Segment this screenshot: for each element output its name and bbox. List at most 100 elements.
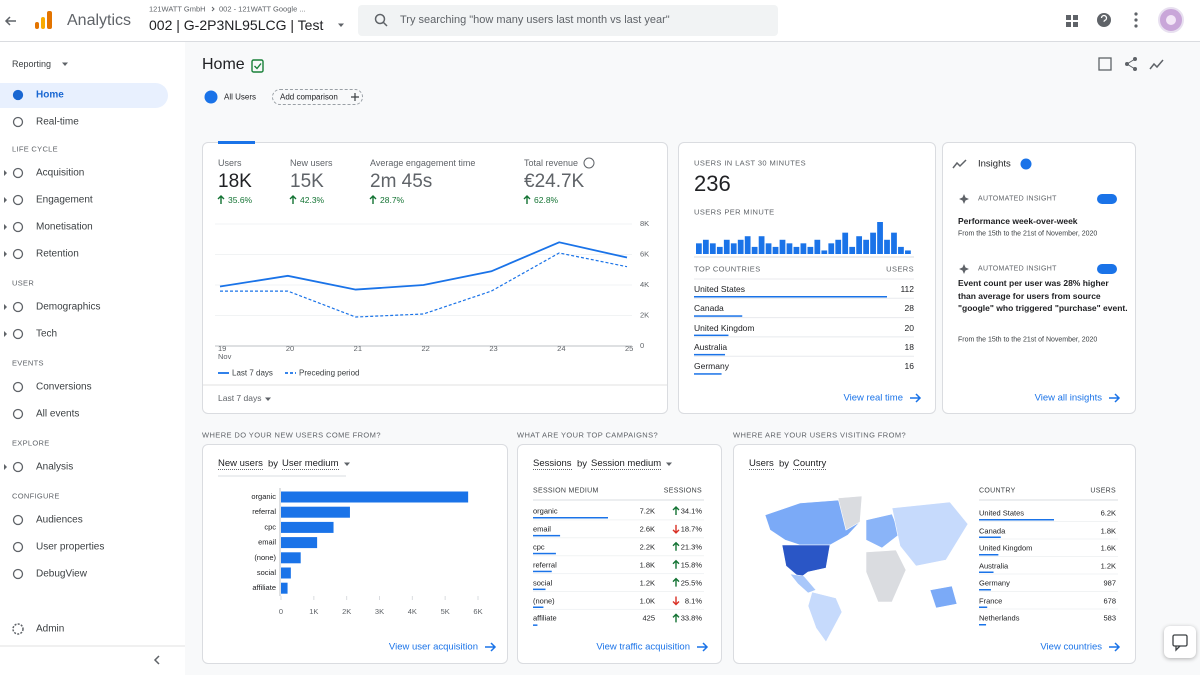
metric-value: 15K [290,171,324,192]
metric-label: Total revenue [524,158,579,168]
metric-change: 42.3% [300,195,325,205]
reporting-label: Reporting [12,59,52,69]
sessions-change: 21.3% [680,542,702,552]
medium-name: referral [533,560,557,570]
country-name: Australia [694,341,728,352]
sessions-value: 1.8K [639,560,655,570]
metric-label: Average engagement time [370,158,476,168]
card-metric[interactable]: Sessions [533,458,572,470]
card-by: by [779,458,790,470]
metric-value: 2m 45s [370,171,433,192]
sessions-change: 25.5% [680,578,702,588]
country-name: United States [979,508,1025,518]
date-range[interactable]: Last 7 days [218,393,262,403]
link[interactable]: View user acquisition [388,641,478,653]
nav-item[interactable]: Admin [36,623,65,635]
segment-name: All Users [224,92,257,102]
sidebar [0,42,185,675]
country-name: Germany [979,578,1010,588]
table-header: TOP COUNTRIES [694,264,761,274]
sessions-value: 425 [642,613,655,623]
insight-tag: AUTOMATED INSIGHT [978,195,1057,203]
link[interactable]: View all insights [1034,392,1102,404]
card-dimension[interactable]: Session medium [591,458,662,470]
nav-item[interactable]: Home [36,89,64,101]
insights-count: 4 [1024,160,1028,168]
card-metric[interactable]: New users [218,458,263,470]
card-title: USERS IN LAST 30 MINUTES [694,158,806,168]
insights-card [942,142,1136,414]
link[interactable]: View countries [1040,641,1102,653]
link[interactable]: View traffic acquisition [596,641,690,653]
add-comparison-pill[interactable] [272,89,363,105]
search-placeholder: Try searching "how many users last month… [400,14,670,26]
medium-name: (none) [533,596,555,605]
legend-label: Last 7 days [232,368,273,378]
medium-name: affiliate [533,613,557,623]
countries-card [733,444,1136,664]
nav-section-title: USER [12,278,35,288]
nav-item[interactable]: User properties [36,541,105,553]
country-value: 678 [1103,596,1116,605]
table-header: USERS [886,264,914,274]
nav-section-title: EXPLORE [12,438,50,448]
nav-section-title: CONFIGURE [12,491,60,501]
country-value: 6.2K [1100,508,1116,518]
nav-item[interactable]: Conversions [36,381,92,393]
nav-item[interactable]: Engagement [36,194,93,206]
metric-label: New users [290,158,333,168]
insight-headline: Performance week-over-week [958,216,1078,226]
add-comparison[interactable]: Add comparison [280,92,338,102]
nav-item[interactable]: Real-time [36,116,79,128]
sessions-value: 2.6K [639,524,655,534]
nav-item[interactable]: Demographics [36,301,101,313]
sessions-change: 34.1% [680,506,702,516]
search-box[interactable] [358,5,778,36]
nav-item[interactable]: Analysis [36,461,74,473]
card-by: by [577,458,588,470]
new-badge-label: New [1100,265,1114,273]
metric-change: 28.7% [380,195,405,205]
metric-change: 35.6% [228,195,253,205]
country-name: United States [694,284,746,294]
nav-item[interactable]: All events [36,408,80,420]
metric-change: 62.8% [534,195,559,205]
country-value: 16 [904,361,914,372]
realtime-card [678,142,936,414]
section-heading: WHAT ARE YOUR TOP CAMPAIGNS? [517,430,659,440]
sessions-change: 33.8% [680,613,702,623]
card-dimension[interactable]: Country [793,458,827,470]
property-name: 002 | G-2P3NL95LCG | Test [149,17,324,33]
card-dimension[interactable]: User medium [282,458,339,470]
section-heading: WHERE ARE YOUR USERS VISITING FROM? [733,430,907,440]
chat-button[interactable] [1164,626,1196,658]
country-name: United Kingdom [694,322,755,333]
card-subtitle: USERS PER MINUTE [694,207,775,217]
sessions-value: 2.2K [639,542,655,552]
nav-highlight [0,83,168,108]
nav-section-title: EVENTS [12,358,44,368]
insight-headline: Event count per user was 28% higher than… [958,278,1128,313]
country-name: United Kingdom [979,543,1033,553]
nav-item[interactable]: Monetisation [36,221,93,233]
campaigns-card [517,444,722,664]
table-header: COUNTRY [979,487,1016,495]
card-metric[interactable]: Users [749,458,774,470]
sessions-change: 18.7% [680,524,702,534]
legend-label: Preceding period [299,368,360,378]
metric-value: 18K [218,171,252,192]
breadcrumb: 002 - 121WATT Google ... [219,4,306,14]
card-by: by [268,458,279,470]
nav-item[interactable]: Acquisition [36,167,85,179]
nav-item[interactable]: Audiences [36,514,83,526]
realtime-value: 236 [694,171,731,196]
nav-item[interactable]: Tech [36,328,58,340]
link[interactable]: View real time [843,392,904,404]
nav-item[interactable]: DebugView [36,568,87,580]
breadcrumb: 121WATT GmbH [149,4,206,14]
insight-detail: From the 15th to the 21st of November, 2… [958,336,1098,344]
table-header: SESSION MEDIUM [533,487,599,495]
sessions-change: 15.8% [680,560,702,570]
nav-item[interactable]: Retention [36,248,79,260]
